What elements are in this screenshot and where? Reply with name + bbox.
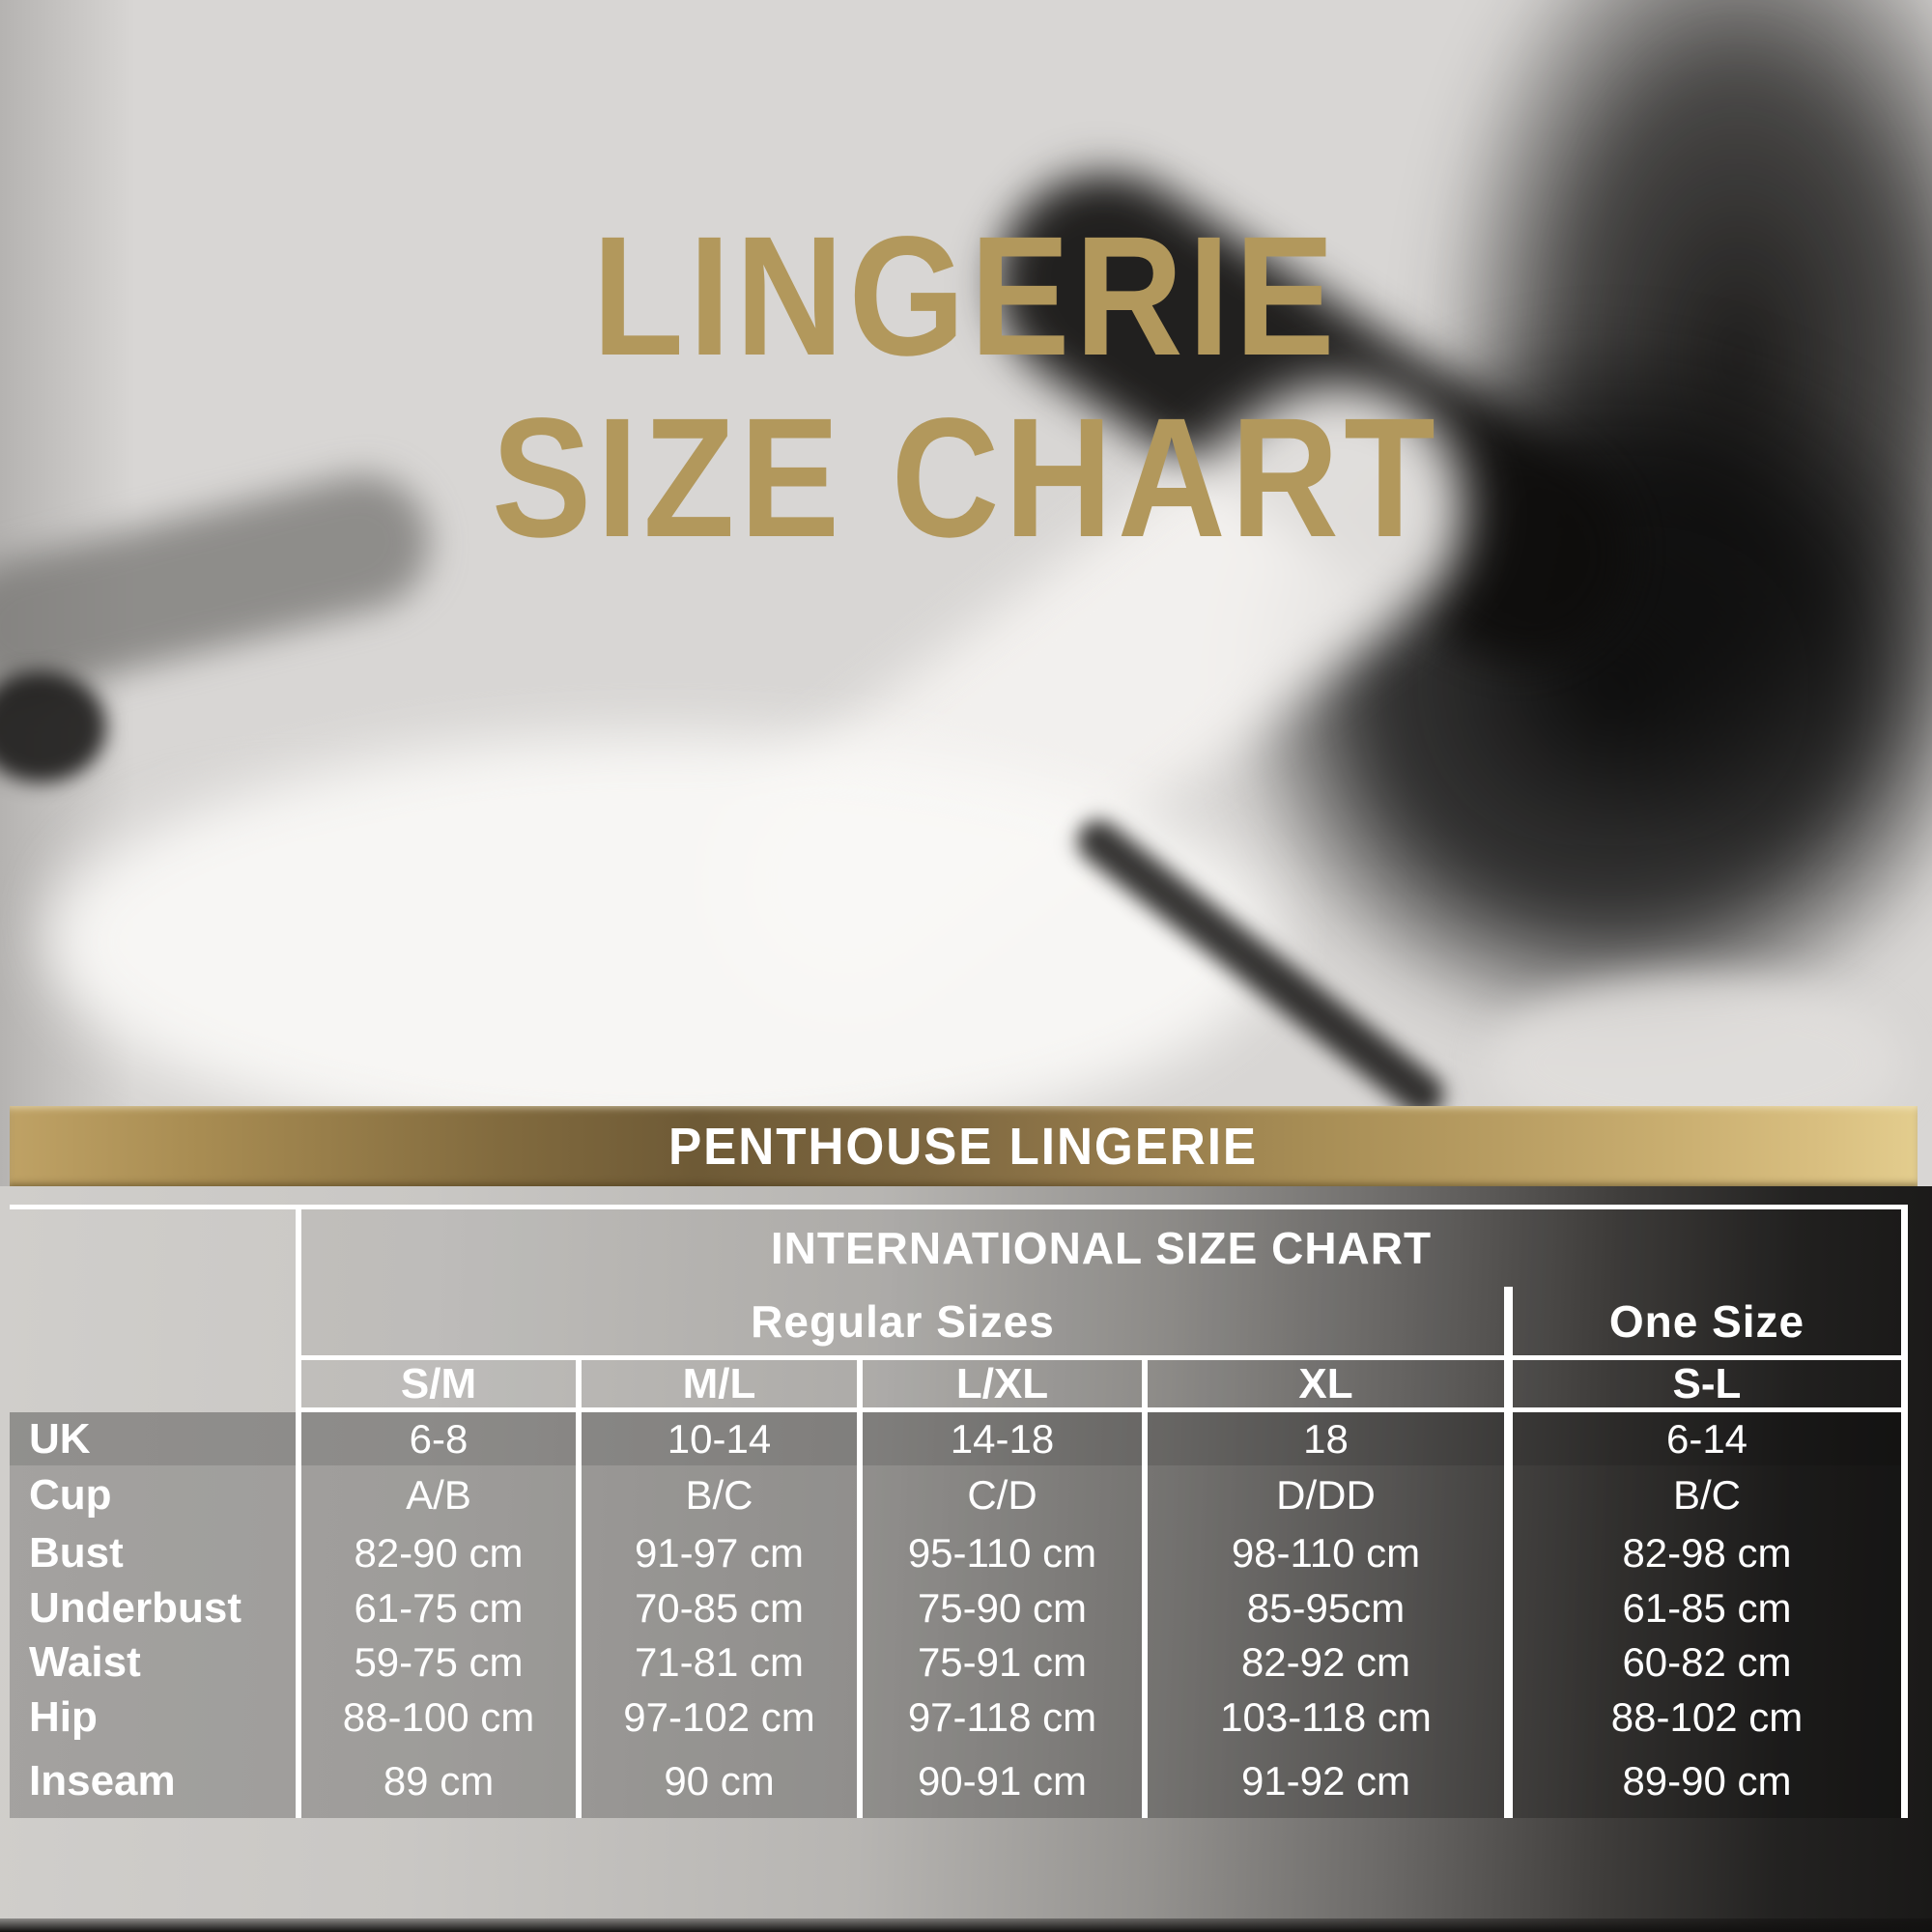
cell-cup-sm: A/B — [301, 1465, 582, 1524]
row-label-waist: Waist — [10, 1635, 301, 1690]
brand-banner: PENTHOUSE LINGERIE — [10, 1106, 1918, 1186]
size-header-lxl: L/XL — [863, 1360, 1148, 1412]
cell-bust-xl: 98-110 cm — [1148, 1524, 1513, 1581]
page-title-line1: LINGERIE — [592, 202, 1340, 391]
size-header-xl: XL — [1148, 1360, 1513, 1412]
cell-waist-sm: 59-75 cm — [301, 1635, 582, 1690]
row-label-inseam: Inseam — [10, 1745, 301, 1818]
cell-uk-lxl: 14-18 — [863, 1412, 1148, 1465]
size-header-sl: S-L — [1513, 1360, 1908, 1412]
row-label-underbust: Underbust — [10, 1581, 301, 1635]
corner-cell — [10, 1360, 301, 1412]
cell-waist-sl: 60-82 cm — [1513, 1635, 1908, 1690]
row-label-bust: Bust — [10, 1524, 301, 1581]
cell-hip-lxl: 97-118 cm — [863, 1690, 1148, 1745]
size-chart-table: INTERNATIONAL SIZE CHART Regular Sizes O… — [10, 1205, 1908, 1818]
photo-bed-sheets — [48, 734, 1275, 1150]
cell-bust-ml: 91-97 cm — [582, 1524, 863, 1581]
size-header-ml: M/L — [582, 1360, 863, 1412]
row-label-cup: Cup — [10, 1465, 301, 1524]
cell-hip-ml: 97-102 cm — [582, 1690, 863, 1745]
cell-underbust-sm: 61-75 cm — [301, 1581, 582, 1635]
cell-inseam-ml: 90 cm — [582, 1745, 863, 1818]
cell-hip-xl: 103-118 cm — [1148, 1690, 1513, 1745]
cell-cup-xl: D/DD — [1148, 1465, 1513, 1524]
cell-inseam-sm: 89 cm — [301, 1745, 582, 1818]
cell-uk-xl: 18 — [1148, 1412, 1513, 1465]
cell-inseam-xl: 91-92 cm — [1148, 1745, 1513, 1818]
photo-bottom-edge — [0, 1918, 1932, 1932]
row-label-uk: UK — [10, 1412, 301, 1465]
page-title: LINGERIE SIZE CHART — [0, 206, 1932, 569]
group-header-one-size: One Size — [1513, 1287, 1908, 1360]
cell-uk-sm: 6-8 — [301, 1412, 582, 1465]
cell-uk-ml: 10-14 — [582, 1412, 863, 1465]
group-header-regular-sizes: Regular Sizes — [301, 1287, 1513, 1360]
cell-cup-sl: B/C — [1513, 1465, 1908, 1524]
row-label-hip: Hip — [10, 1690, 301, 1745]
corner-cell — [10, 1209, 301, 1287]
cell-hip-sm: 88-100 cm — [301, 1690, 582, 1745]
cell-cup-ml: B/C — [582, 1465, 863, 1524]
table-header: INTERNATIONAL SIZE CHART — [301, 1209, 1908, 1287]
cell-underbust-lxl: 75-90 cm — [863, 1581, 1148, 1635]
cell-bust-sl: 82-98 cm — [1513, 1524, 1908, 1581]
brand-banner-label: PENTHOUSE LINGERIE — [668, 1117, 1259, 1176]
page-title-line2: SIZE CHART — [491, 384, 1441, 573]
cell-underbust-sl: 61-85 cm — [1513, 1581, 1908, 1635]
cell-waist-xl: 82-92 cm — [1148, 1635, 1513, 1690]
cell-waist-ml: 71-81 cm — [582, 1635, 863, 1690]
cell-bust-lxl: 95-110 cm — [863, 1524, 1148, 1581]
cell-underbust-ml: 70-85 cm — [582, 1581, 863, 1635]
corner-cell — [10, 1287, 301, 1360]
cell-waist-lxl: 75-91 cm — [863, 1635, 1148, 1690]
cell-underbust-xl: 85-95cm — [1148, 1581, 1513, 1635]
photo-lower-gradient — [0, 1186, 1932, 1932]
size-header-sm: S/M — [301, 1360, 582, 1412]
cell-inseam-sl: 89-90 cm — [1513, 1745, 1908, 1818]
photo-eyelashes — [0, 671, 106, 782]
cell-inseam-lxl: 90-91 cm — [863, 1745, 1148, 1818]
cell-cup-lxl: C/D — [863, 1465, 1148, 1524]
cell-hip-sl: 88-102 cm — [1513, 1690, 1908, 1745]
cell-bust-sm: 82-90 cm — [301, 1524, 582, 1581]
cell-uk-sl: 6-14 — [1513, 1412, 1908, 1465]
